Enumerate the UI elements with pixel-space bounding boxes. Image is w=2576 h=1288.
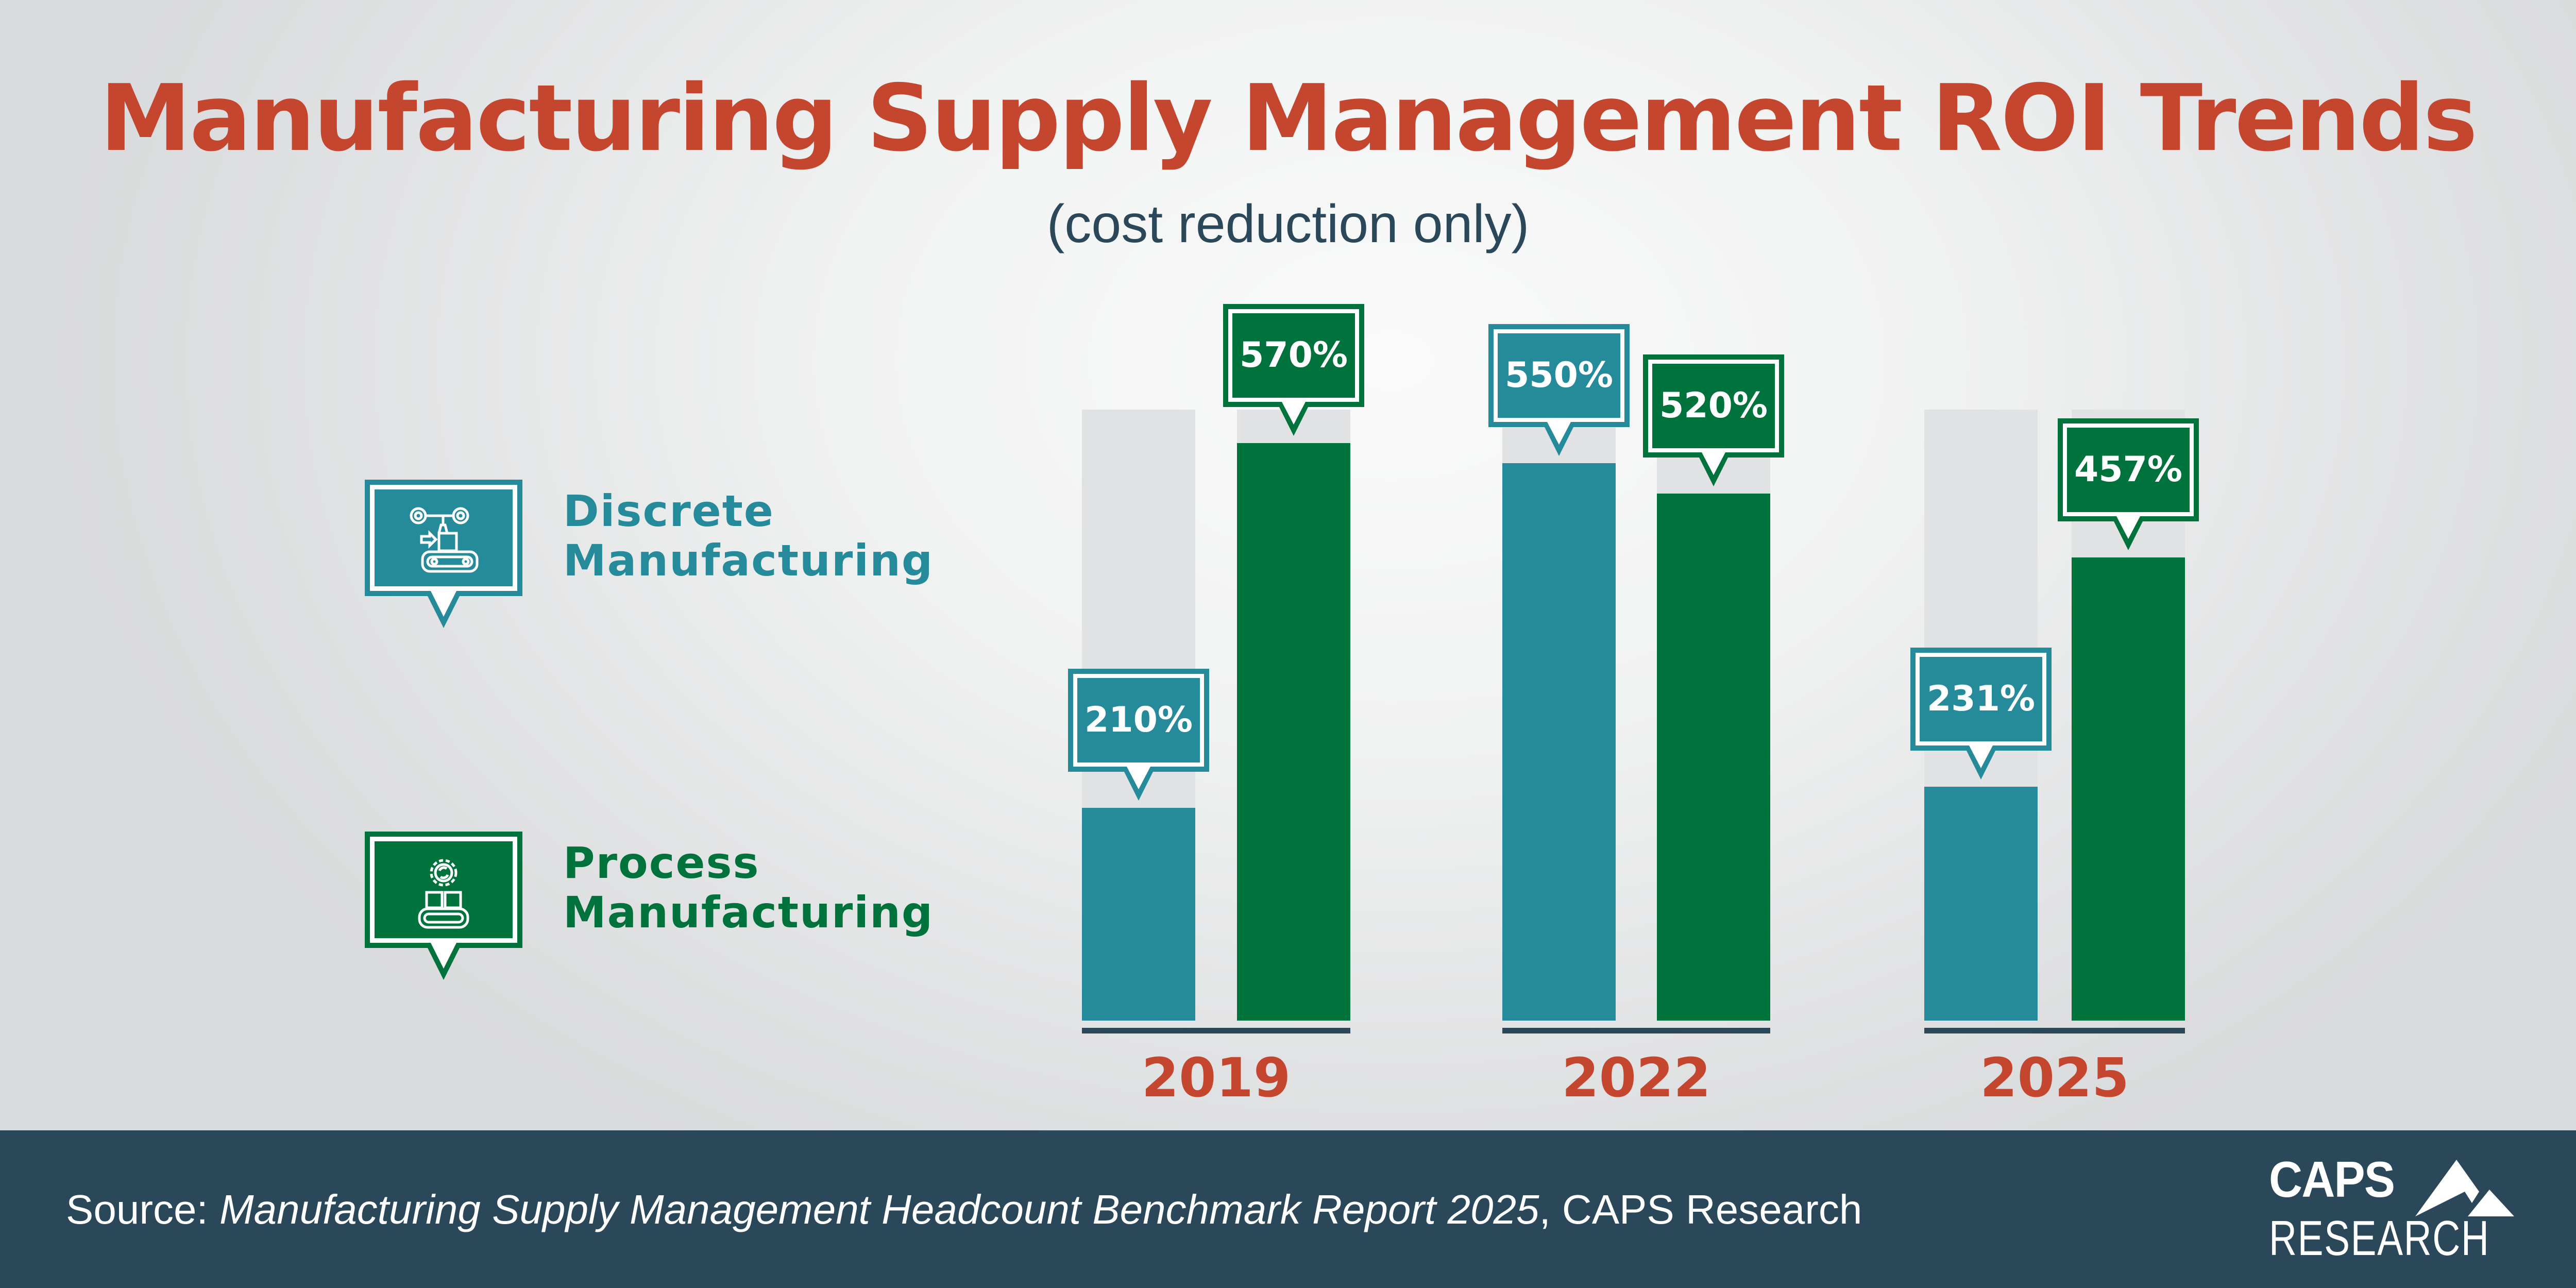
footer: Source: Manufacturing Supply Management …: [0, 1130, 2576, 1288]
bar-discrete-2022: [1502, 463, 1616, 1021]
robotic-arm-conveyor-icon: [365, 480, 522, 628]
chart-subtitle: (cost reduction only): [1046, 194, 1530, 254]
data-label: 210%: [1084, 699, 1193, 740]
x-axis-line-2022: [1502, 1028, 1770, 1033]
bar-process-2019: [1237, 443, 1350, 1021]
legend-process-callout: [365, 832, 522, 980]
source-suffix: , CAPS Research: [1539, 1187, 1862, 1232]
data-label: 570%: [1239, 334, 1348, 376]
legend-discrete-line1: Discrete: [563, 486, 774, 536]
data-label: 550%: [1504, 355, 1614, 396]
legend-discrete-label: Discrete Manufacturing: [563, 486, 934, 585]
callout-shape: [1643, 354, 1784, 487]
callout-shape: [1068, 668, 1209, 801]
mountain-logo-icon: [2415, 1160, 2514, 1216]
value-callout-discrete-2019: 210%: [1068, 668, 1209, 801]
x-axis-line-2025: [1924, 1028, 2185, 1033]
value-callout-process-2025: 457%: [2058, 418, 2199, 551]
value-callout-process-2019: 570%: [1223, 303, 1364, 436]
value-callout-process-2022: 520%: [1643, 354, 1784, 487]
legend-discrete-callout: [365, 480, 522, 628]
legend-process-label: Process Manufacturing: [563, 838, 934, 937]
x-tick-label-2022: 2022: [1562, 1046, 1711, 1109]
data-label: 231%: [1926, 678, 2036, 719]
callout-shape: [1223, 303, 1364, 436]
value-callout-discrete-2025: 231%: [1910, 647, 2052, 779]
value-callout-discrete-2022: 550%: [1488, 324, 1630, 456]
callout-shape: [1488, 324, 1630, 456]
chart-title: Manufacturing Supply Management ROI Tren…: [99, 65, 2478, 172]
bar-process-2025: [2072, 557, 2185, 1021]
bar-process-2022: [1657, 494, 1770, 1021]
legend-discrete-line2: Manufacturing: [563, 535, 934, 586]
x-axis-line-2019: [1082, 1028, 1350, 1033]
caps-research-logo: CAPS RESEARCH: [2269, 1154, 2516, 1266]
x-tick-label-2019: 2019: [1141, 1046, 1291, 1109]
bar-discrete-2025: [1924, 786, 2038, 1021]
callout-shape: [1910, 647, 2052, 779]
source-report-title: Manufacturing Supply Management Headcoun…: [219, 1187, 1539, 1232]
gear-conveyor-icon: [365, 832, 522, 980]
source-citation: Source: Manufacturing Supply Management …: [66, 1185, 1862, 1234]
source-prefix: Source:: [66, 1187, 219, 1232]
data-label: 457%: [2074, 449, 2183, 490]
logo-caps: CAPS: [2269, 1151, 2395, 1208]
callout-shape: [2058, 418, 2199, 551]
bar-discrete-2019: [1082, 807, 1195, 1021]
legend-process-line1: Process: [563, 838, 760, 888]
legend-process-line2: Manufacturing: [563, 887, 934, 938]
logo-research: RESEARCH: [2269, 1211, 2490, 1266]
x-tick-label-2025: 2025: [1980, 1046, 2129, 1109]
data-label: 520%: [1659, 385, 1768, 427]
